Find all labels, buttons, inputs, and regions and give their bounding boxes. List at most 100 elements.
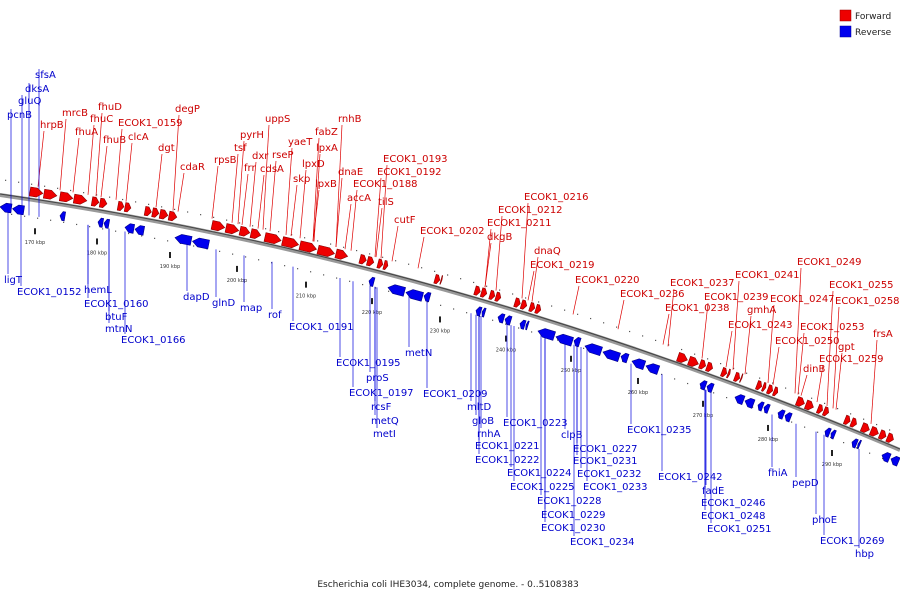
forward-gene-label: fabZ: [315, 127, 338, 138]
reverse-gene-label: metI: [373, 429, 396, 440]
forward-gene-arrow: [316, 244, 335, 257]
track-dot: [492, 319, 494, 321]
forward-gene-label: ECOK1_0239: [704, 292, 769, 303]
gene-leader-line: [59, 118, 67, 191]
gene-leader-line: [335, 124, 343, 247]
gene-leader-line: [797, 332, 805, 395]
forward-gene-arrow: [794, 396, 805, 407]
forward-gene-arrow: [238, 225, 251, 237]
track-dot: [453, 308, 455, 310]
track-dot: [109, 196, 111, 198]
forward-gene: [859, 422, 870, 433]
forward-gene-label: ECOK1_0249: [797, 257, 862, 268]
forward-gene: [158, 209, 169, 220]
reverse-gene-label: ECOK1_0227: [573, 444, 638, 455]
forward-gene-label: fhuB: [103, 135, 126, 146]
tick-mark: [439, 316, 441, 323]
reverse-gene-arrow: [744, 397, 756, 409]
track-dot: [388, 290, 390, 292]
track-dot: [856, 447, 858, 449]
forward-gene: [376, 258, 384, 269]
forward-gene-label: mrcB: [62, 108, 88, 119]
track-dot: [713, 392, 715, 394]
forward-gene-arrow: [877, 429, 887, 440]
reverse-gene-label: metQ: [371, 416, 399, 427]
reverse-gene: [481, 307, 487, 318]
forward-gene: [488, 289, 496, 300]
tick-label: 240 kbp: [496, 348, 516, 354]
forward-gene: [116, 200, 125, 212]
forward-gene-label: cdsA: [260, 164, 284, 175]
forward-gene-label: tsf: [234, 143, 247, 154]
forward-gene-arrow: [158, 209, 169, 220]
reverse-gene-label: rof: [268, 310, 282, 321]
forward-gene: [72, 193, 88, 205]
track-dot: [193, 245, 195, 247]
track-dot: [752, 406, 754, 408]
tick-mark: [767, 424, 769, 431]
forward-gene-arrow: [488, 289, 496, 300]
track-dot: [395, 260, 397, 262]
reverse-gene: [192, 237, 210, 250]
track-dot: [700, 387, 702, 389]
track-dot: [538, 301, 540, 303]
forward-gene-arrow: [849, 417, 857, 428]
forward-gene: [167, 210, 178, 222]
reverse-gene-arrow: [12, 204, 25, 216]
forward-gene-arrow: [859, 422, 870, 433]
track-dot: [681, 348, 683, 351]
reverse-gene: [573, 337, 582, 348]
forward-gene-label: frsA: [873, 329, 893, 340]
reverse-gene: [387, 284, 406, 297]
track-dot: [876, 423, 878, 426]
forward-gene-arrow: [263, 232, 282, 245]
track-dot: [11, 213, 13, 215]
reverse-gene-label: ECOK1_0230: [541, 523, 606, 534]
forward-gene: [42, 188, 58, 200]
track-dot: [726, 397, 728, 399]
track-dot: [323, 274, 325, 276]
forward-gene: [316, 244, 335, 257]
track-dot: [583, 347, 585, 349]
track-dot: [369, 253, 371, 255]
reverse-gene-label: ECOK1_0233: [583, 482, 648, 493]
track-dot: [889, 429, 891, 431]
track-dot: [356, 249, 358, 252]
forward-gene-arrow: [528, 302, 536, 313]
reverse-gene-arrow: [890, 455, 900, 467]
forward-gene: [249, 228, 262, 239]
forward-gene-label: ECOK1_0237: [670, 278, 735, 289]
reverse-gene-arrow: [475, 306, 483, 317]
gene-leader-line: [800, 374, 808, 396]
reverse-gene: [405, 289, 424, 302]
track-dot: [239, 222, 241, 224]
gene-leader-line: [155, 153, 163, 208]
track-dot: [791, 421, 793, 423]
gene-layer: [0, 186, 900, 467]
forward-gene-label: dnaE: [338, 167, 363, 178]
reverse-gene: [423, 291, 432, 303]
forward-gene-label: ECOK1_0241: [735, 270, 800, 281]
forward-gene-arrow: [167, 210, 178, 222]
reverse-gene: [497, 313, 506, 324]
track-dot: [200, 214, 202, 216]
track-dot: [473, 281, 475, 284]
forward-gene-label: uppS: [265, 114, 290, 125]
reverse-gene: [519, 319, 527, 330]
forward-gene-label: ECOK1_0212: [498, 205, 563, 216]
reverse-gene-arrow: [824, 427, 832, 438]
reverse-gene-label: map: [240, 303, 262, 314]
forward-gene: [771, 386, 779, 397]
gene-leader-line: [257, 174, 265, 229]
track-dot: [785, 387, 787, 389]
track-dot: [135, 201, 137, 203]
reverse-gene: [851, 438, 859, 449]
forward-gene-arrow: [698, 359, 706, 370]
reverse-gene-label: fhiA: [768, 468, 788, 479]
forward-gene-arrow: [382, 260, 389, 270]
reverse-gene-label: ECOK1_0251: [707, 524, 772, 535]
gene-leader-line: [667, 288, 675, 347]
forward-gene-label: tilS: [378, 197, 394, 208]
track-dot: [226, 219, 228, 221]
